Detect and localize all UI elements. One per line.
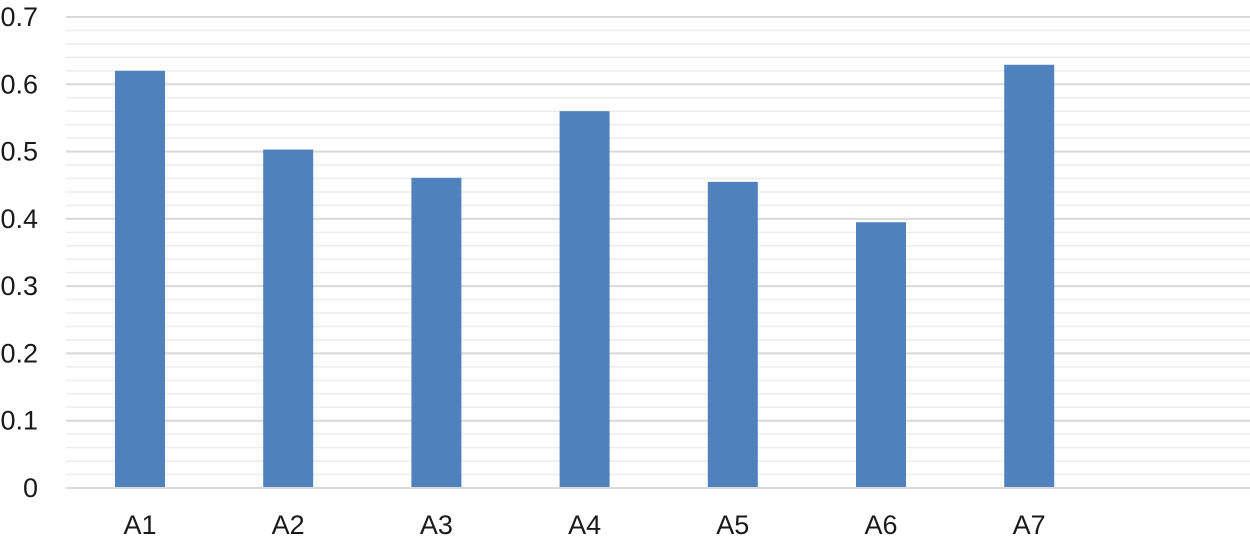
y-tick-label: 0.6	[0, 69, 38, 99]
y-tick-label: 0.1	[0, 406, 38, 436]
x-tick-label: A4	[568, 510, 601, 540]
x-axis-tick-labels: A1 A2 A3 A4 A5 A6 A7	[123, 510, 1045, 540]
y-tick-label: 0	[23, 473, 38, 503]
y-tick-label: 0.7	[0, 2, 38, 32]
x-tick-label: A7	[1013, 510, 1046, 540]
y-tick-label: 0.3	[0, 271, 38, 301]
minor-gridlines	[66, 29, 1250, 476]
bar-a7	[1004, 64, 1055, 488]
bar-series	[115, 64, 1055, 488]
x-tick-label: A5	[716, 510, 749, 540]
x-tick-label: A6	[864, 510, 897, 540]
bar-a2	[263, 149, 314, 488]
y-tick-label: 0.2	[0, 338, 38, 368]
y-tick-label: 0.4	[0, 204, 38, 234]
bar-a5	[707, 181, 758, 488]
x-tick-label: A2	[272, 510, 305, 540]
y-tick-label: 0.5	[0, 137, 38, 167]
bar-a6	[856, 222, 906, 488]
x-tick-label: A1	[123, 510, 156, 540]
bar-a4	[559, 111, 610, 488]
y-axis-tick-labels: 0 0.1 0.2 0.3 0.4 0.5 0.6 0.7	[0, 2, 38, 503]
bar-a3	[411, 177, 462, 488]
major-gridlines	[66, 16, 1250, 422]
x-tick-label: A3	[420, 510, 453, 540]
bar-a1	[115, 70, 165, 488]
